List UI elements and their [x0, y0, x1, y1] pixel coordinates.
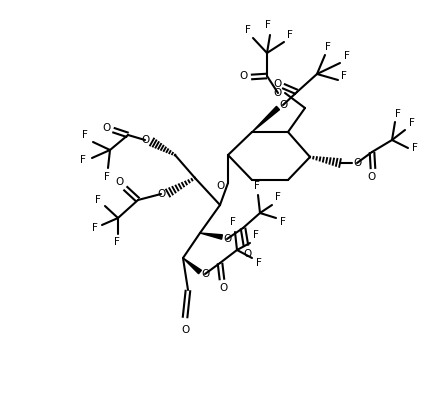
Text: O: O: [181, 325, 189, 335]
Polygon shape: [252, 106, 279, 132]
Text: F: F: [409, 118, 415, 128]
Text: F: F: [256, 258, 262, 268]
Text: O: O: [219, 283, 227, 293]
Text: O: O: [353, 158, 361, 168]
Text: F: F: [230, 217, 236, 227]
Text: O: O: [201, 269, 209, 279]
Text: O: O: [274, 88, 282, 98]
Text: O: O: [368, 172, 376, 182]
Text: O: O: [243, 249, 251, 259]
Text: O: O: [279, 100, 287, 110]
Text: O: O: [115, 177, 123, 187]
Text: F: F: [82, 130, 88, 140]
Text: F: F: [245, 25, 251, 35]
Text: F: F: [92, 223, 98, 233]
Text: O: O: [141, 135, 149, 145]
Text: F: F: [253, 230, 259, 240]
Text: F: F: [280, 217, 286, 227]
Text: F: F: [344, 51, 350, 61]
Text: O: O: [102, 123, 110, 133]
Text: O: O: [216, 181, 224, 191]
Text: F: F: [95, 195, 101, 205]
Polygon shape: [200, 233, 222, 239]
Text: F: F: [395, 109, 401, 119]
Text: F: F: [114, 237, 120, 247]
Text: O: O: [223, 234, 231, 244]
Text: F: F: [80, 155, 86, 165]
Text: F: F: [341, 71, 347, 81]
Text: F: F: [412, 143, 418, 153]
Text: O: O: [239, 71, 247, 81]
Text: F: F: [287, 30, 293, 40]
Text: O: O: [273, 79, 281, 89]
Text: F: F: [254, 181, 260, 191]
Text: F: F: [265, 20, 271, 30]
Polygon shape: [183, 258, 202, 274]
Text: F: F: [104, 172, 110, 182]
Text: O: O: [157, 189, 165, 199]
Text: F: F: [325, 42, 331, 52]
Text: F: F: [275, 192, 281, 202]
